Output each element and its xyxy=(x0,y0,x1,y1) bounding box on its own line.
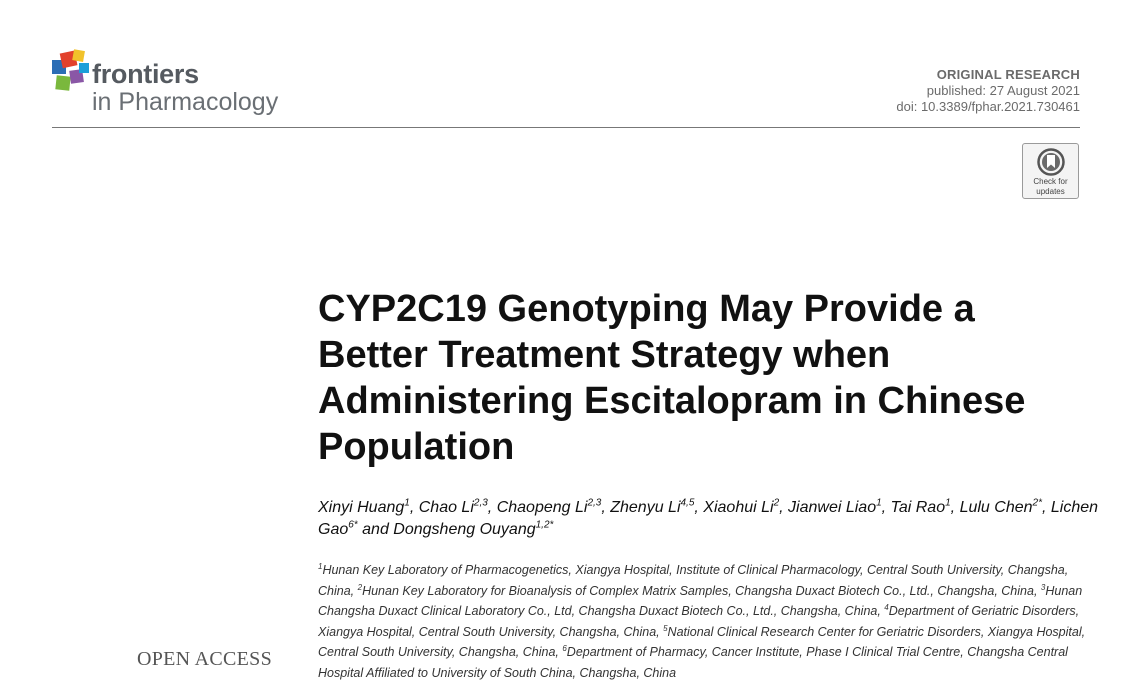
author-affiliation-mark: 1 xyxy=(876,497,882,509)
author[interactable]: Xiaohui Li2 xyxy=(703,497,780,516)
logo-journal-text: in Pharmacology xyxy=(92,88,279,116)
author-name: Lichen Gao xyxy=(318,499,1099,538)
affiliation-text: Hunan Key Laboratory of Pharmacogenetics… xyxy=(318,563,1069,598)
author[interactable]: Chao Li2,3 xyxy=(418,497,488,516)
author-separator: , xyxy=(779,499,789,516)
affiliation-list: 1Hunan Key Laboratory of Pharmacogenetic… xyxy=(318,560,1098,683)
author-list: Xinyi Huang1, Chao Li2,3, Chaopeng Li2,3… xyxy=(318,497,1098,541)
author-name: Chao Li xyxy=(418,499,474,516)
affiliation-text: Hunan Changsha Duxact Clinical Laborator… xyxy=(318,583,1083,619)
author-affiliation-mark: 1 xyxy=(404,497,410,509)
check-for-updates-button[interactable]: Check for updates xyxy=(1022,143,1079,199)
logo-brand-text: frontiers xyxy=(92,59,199,89)
author-affiliation-mark: 2,3 xyxy=(587,497,602,509)
check-updates-line2: updates xyxy=(1036,187,1065,196)
affiliation-number: 6 xyxy=(562,643,567,653)
doi-link[interactable]: doi: 10.3389/fphar.2021.730461 xyxy=(896,99,1080,114)
author-name: Dongsheng Ouyang xyxy=(393,521,536,538)
author-name: Zhenyu Li xyxy=(610,499,681,516)
author-separator: and xyxy=(357,521,394,538)
author-name: Xinyi Huang xyxy=(318,499,405,516)
author-affiliation-mark: 2 xyxy=(773,497,780,509)
author-name: Jianwei Liao xyxy=(788,499,877,516)
author-separator: , xyxy=(881,499,891,516)
author-name: Chaopeng Li xyxy=(496,499,588,516)
published-date: published: 27 August 2021 xyxy=(926,83,1080,98)
author-separator: , xyxy=(694,499,704,516)
affiliation-text: Department of Geriatric Disorders, Xiang… xyxy=(318,604,1080,639)
article-meta: ORIGINAL RESEARCH published: 27 August 2… xyxy=(896,67,1080,115)
article-title: CYP2C19 Genotyping May Provide a Better … xyxy=(318,288,1026,468)
affiliation-number: 3 xyxy=(1040,582,1046,592)
author-name: Lulu Chen xyxy=(959,499,1033,516)
affiliation-number: 2 xyxy=(357,582,363,592)
affiliation-text: National Clinical Research Center for Ge… xyxy=(318,624,1086,660)
author-name: Xiaohui Li xyxy=(703,499,774,516)
frontiers-cube-logo-icon xyxy=(52,49,89,91)
author[interactable]: Zhenyu Li4,5 xyxy=(610,497,695,516)
author[interactable]: Jianwei Liao1 xyxy=(788,497,882,516)
author-affiliation-mark: 1 xyxy=(945,497,951,509)
author-separator: , xyxy=(601,499,611,516)
author-separator: , xyxy=(1041,499,1051,516)
article-type: ORIGINAL RESEARCH xyxy=(936,67,1080,82)
author-separator: , xyxy=(409,499,419,516)
header-divider xyxy=(52,127,1080,128)
author[interactable]: Lulu Chen2* xyxy=(959,497,1042,516)
author-affiliation-mark: 2,3 xyxy=(473,497,488,509)
author[interactable]: Dongsheng Ouyang1,2* xyxy=(393,519,554,538)
affiliation-number: 5 xyxy=(663,623,668,633)
affiliation-text: Department of Pharmacy, Cancer Institute… xyxy=(318,645,1068,680)
affiliation-number: 4 xyxy=(884,602,889,612)
author[interactable]: Xinyi Huang1 xyxy=(318,497,410,516)
author-separator: , xyxy=(487,499,497,516)
author-affiliation-mark: 6* xyxy=(348,519,358,531)
author[interactable]: Tai Rao1 xyxy=(890,497,951,516)
author[interactable]: Chaopeng Li2,3 xyxy=(496,497,602,516)
author-affiliation-mark: 2* xyxy=(1032,497,1042,509)
author[interactable]: Lichen Gao6* xyxy=(318,499,1098,538)
author-affiliation-mark: 4,5 xyxy=(680,497,695,509)
check-updates-line1: Check for xyxy=(1033,177,1068,186)
author-affiliation-mark: 1,2* xyxy=(535,519,554,531)
author-separator: , xyxy=(950,499,960,516)
author-name: Tai Rao xyxy=(890,499,946,516)
affiliation-number: 1 xyxy=(318,561,323,571)
affiliation-text: Hunan Key Laboratory for Bioanalysis of … xyxy=(362,583,1041,598)
open-access-label: OPEN ACCESS xyxy=(137,648,273,670)
bookmark-ring-icon xyxy=(1036,148,1065,176)
